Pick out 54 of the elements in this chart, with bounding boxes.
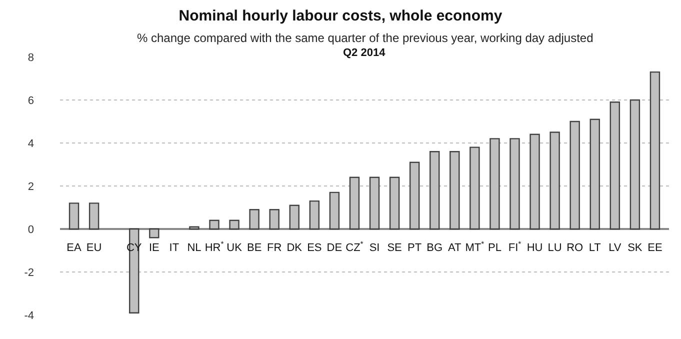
bar: [269, 209, 280, 230]
x-tick-label: SK: [628, 242, 643, 254]
y-tick-label: -2: [24, 266, 34, 279]
bar: [510, 138, 520, 230]
y-tick-label: 2: [28, 180, 34, 193]
x-tick-label: RO: [566, 242, 584, 254]
x-tick-label: SE: [387, 242, 402, 254]
y-tick-label: 4: [28, 138, 34, 150]
x-tick-label: DK: [286, 242, 303, 254]
bar: [209, 220, 220, 230]
bar: [630, 99, 640, 230]
y-tick-label: 6: [28, 94, 34, 107]
x-tick-label: AT: [448, 242, 462, 254]
bar: [189, 226, 200, 230]
y-tick-label: 8: [28, 52, 34, 64]
y-tick-label: 0: [28, 224, 34, 236]
x-tick-label: BE: [246, 242, 262, 254]
bar: [450, 151, 460, 230]
bar: [389, 176, 400, 230]
bar: [289, 204, 300, 230]
bar: [329, 192, 340, 230]
x-tick-label: BG: [426, 242, 443, 254]
x-tick-label: MT$^{*}$: [465, 239, 484, 254]
annotation: Q2 2014: [343, 47, 386, 59]
bar: [570, 120, 580, 230]
x-tick-label: HU: [526, 242, 543, 254]
bar: [68, 202, 80, 230]
bar: [229, 220, 240, 230]
y-tick-label: -4: [24, 310, 34, 322]
x-tick-label: IE: [148, 242, 160, 254]
x-tick-label: PL: [488, 242, 502, 254]
bar: [309, 200, 320, 230]
x-tick-label: NL: [187, 242, 202, 254]
x-tick-label: EA: [66, 242, 82, 254]
x-tick-label: EE: [648, 242, 662, 254]
x-tick-label: HR$^{*}$: [204, 239, 224, 254]
x-tick-label: DE: [326, 242, 342, 254]
x-tick-label: LT: [588, 242, 602, 254]
chart-subtitle: % change compared with the same quarter of the previous year, working day adjusted: [137, 31, 594, 45]
x-tick-label: LV: [608, 242, 622, 254]
bar: [149, 228, 160, 238]
x-tick-label: EU: [86, 242, 102, 254]
x-tick-label: FI$^{*}$: [508, 239, 522, 254]
x-tick-label: SI: [369, 242, 380, 254]
x-tick-label: FR: [267, 242, 282, 254]
x-tick-label: IT: [169, 242, 180, 254]
x-tick-label: ES: [307, 242, 322, 254]
x-tick-label: LU: [548, 242, 562, 254]
bar: [88, 202, 100, 230]
x-tick-label: CZ$^{*}$: [346, 239, 364, 254]
chart-title: Nominal hourly labour costs, whole economy: [178, 8, 503, 25]
x-tick-label: PT: [408, 242, 422, 254]
bar: [249, 209, 260, 230]
x-tick-label: UK: [226, 242, 243, 254]
